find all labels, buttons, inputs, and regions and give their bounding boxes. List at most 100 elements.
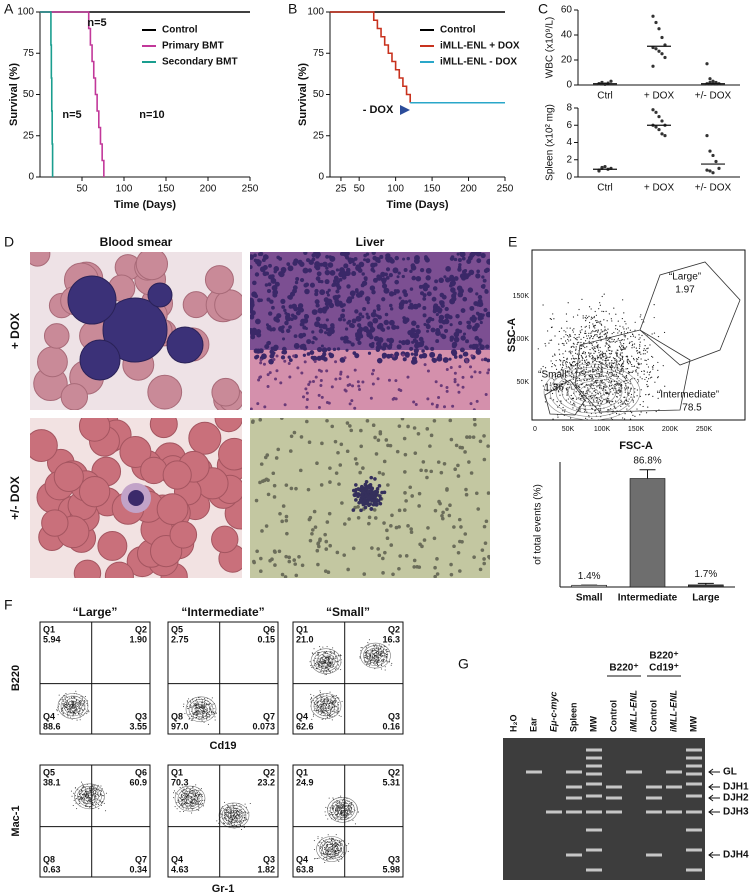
event (335, 661, 337, 663)
event (594, 390, 596, 392)
event (553, 379, 555, 381)
quadrant-value: 1.90 (129, 634, 147, 644)
event (331, 652, 333, 654)
nucleus (256, 402, 260, 406)
event (202, 710, 204, 712)
nucleus (395, 289, 400, 294)
nucleus (430, 317, 435, 322)
event (637, 358, 639, 360)
event (613, 405, 615, 407)
event (599, 380, 601, 382)
event (603, 330, 606, 332)
event (334, 702, 336, 704)
event (620, 381, 622, 383)
hepatocyte-nucleus (308, 515, 313, 520)
event (645, 412, 648, 414)
hepatocyte-nucleus (403, 452, 408, 457)
nucleus (283, 308, 287, 312)
nucleus (376, 357, 383, 364)
gel-band (586, 810, 602, 814)
event (190, 797, 192, 799)
nucleus (352, 262, 356, 267)
event (608, 313, 610, 315)
event (573, 358, 575, 360)
nucleus (273, 269, 277, 274)
hepatocyte-nucleus (417, 504, 421, 508)
nucleus (370, 372, 374, 376)
event (188, 791, 190, 793)
event (657, 335, 660, 338)
event (622, 371, 624, 373)
hepatocyte-nucleus (391, 572, 395, 577)
hepatocyte-nucleus (336, 450, 340, 455)
event (329, 705, 331, 707)
event (331, 663, 333, 665)
event (562, 364, 564, 366)
event (568, 340, 570, 342)
nucleus (321, 347, 328, 353)
event (338, 707, 340, 709)
contour (186, 795, 194, 802)
nucleus (324, 269, 331, 276)
event (586, 411, 588, 413)
event (316, 709, 318, 711)
event (629, 362, 631, 364)
event (203, 703, 205, 705)
event (553, 383, 556, 386)
event (378, 658, 380, 660)
event (604, 419, 606, 420)
event (651, 333, 653, 335)
event (542, 370, 544, 372)
event (603, 334, 605, 336)
hepatocyte-nucleus (377, 470, 382, 475)
hepatocyte-nucleus (487, 555, 490, 560)
event (198, 807, 200, 809)
event (603, 293, 605, 295)
nucleus (254, 272, 260, 277)
event (336, 712, 338, 714)
event (191, 706, 193, 708)
nucleus (441, 294, 447, 300)
event (588, 306, 591, 308)
contour (573, 381, 611, 403)
event (627, 387, 630, 389)
event (203, 700, 205, 702)
nucleus (449, 366, 453, 370)
nucleus (461, 256, 466, 261)
event (554, 335, 556, 337)
nucleus (413, 258, 420, 264)
event (204, 708, 206, 710)
nucleus (389, 258, 395, 264)
event (84, 794, 86, 796)
event (617, 320, 619, 322)
event (591, 407, 593, 409)
event (179, 801, 181, 803)
event (608, 338, 610, 340)
event (596, 400, 598, 402)
event (237, 820, 239, 822)
event (324, 666, 326, 668)
nucleus (396, 344, 402, 350)
hepatocyte-nucleus (449, 572, 454, 577)
hepatocyte-nucleus (457, 517, 462, 522)
nucleus (459, 347, 465, 353)
hepatocyte-nucleus (251, 559, 256, 564)
event (592, 347, 594, 349)
event (82, 702, 84, 704)
nucleus (455, 328, 460, 334)
event (319, 646, 321, 648)
event (83, 705, 85, 707)
event (639, 376, 641, 378)
event (552, 355, 554, 357)
event (105, 810, 107, 812)
event (632, 335, 635, 337)
event (614, 385, 616, 387)
event (337, 710, 339, 712)
event (622, 345, 624, 347)
event (610, 365, 613, 367)
event (637, 362, 639, 364)
hepatocyte-nucleus (259, 556, 263, 561)
event (378, 660, 380, 662)
nucleus (371, 252, 376, 256)
hepatocyte-nucleus (459, 525, 463, 529)
